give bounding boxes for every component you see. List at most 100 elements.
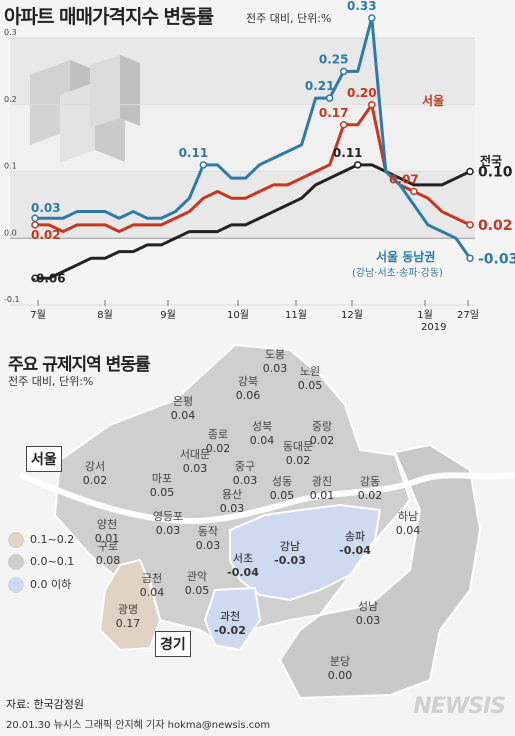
source-note: 자료: 한국감정원 — [6, 698, 85, 711]
district-name: 중랑 — [312, 420, 332, 433]
data-label: 0.21 — [305, 79, 335, 93]
map-legend: 0.1~0.2 0.0~0.1 0.0 이하 — [8, 532, 74, 593]
district-name: 구로 — [98, 540, 118, 553]
district-value: 0.05 — [150, 486, 175, 499]
district-value: 0.04 — [250, 434, 275, 447]
gwangmyeong-region — [98, 558, 162, 652]
district-name: 성북 — [252, 420, 272, 433]
data-point — [466, 254, 474, 263]
y-tick-label: -0.1 — [4, 295, 20, 304]
district-value: 0.03 — [196, 539, 221, 552]
x-tick-label: 7월 — [30, 309, 46, 321]
seoul-tag: 서울 — [26, 446, 62, 472]
district-value: -0.02 — [214, 624, 246, 637]
data-point — [339, 121, 348, 129]
data-label: 0.20 — [347, 86, 377, 100]
district-value: 0.02 — [83, 474, 108, 487]
x-tick-label: 27일 — [457, 309, 479, 321]
legend-label: 0.1~0.2 — [30, 533, 75, 546]
district-name: 분당 — [330, 655, 350, 668]
x-year-label: 2019 — [421, 322, 447, 333]
district-name: 성남 — [358, 600, 378, 613]
data-point — [368, 101, 376, 109]
district-name: 관악 — [187, 570, 207, 583]
district-value: 0.03 — [263, 362, 288, 375]
district-name: 양천 — [97, 517, 117, 531]
data-point — [325, 94, 334, 102]
district-name: 서대문 — [180, 448, 210, 461]
legend-swatch — [8, 554, 24, 570]
district-name: 종로 — [208, 428, 228, 441]
district-name: 서초 — [233, 552, 253, 565]
district-name: 동대문 — [283, 440, 313, 453]
district-name: 하남 — [398, 509, 418, 523]
data-label: 0.25 — [319, 52, 349, 66]
district-name: 금천 — [142, 571, 162, 585]
y-tick-label: 0.0 — [4, 228, 17, 237]
district-name: 영등포 — [153, 510, 183, 523]
data-point — [339, 67, 348, 76]
legend-item: 0.0 이하 — [8, 576, 74, 593]
series-label-seoul: 서울 — [422, 94, 445, 108]
data-label: -0.03 — [478, 251, 515, 267]
district-value: 0.17 — [116, 617, 141, 630]
seoul-map: 도봉0.03 노원0.05강북0.06은평0.04성북0.04중랑0.02종로0.… — [18, 343, 515, 700]
district-value: 0.04 — [171, 409, 196, 422]
district-value: 0.04 — [140, 586, 165, 599]
data-point — [466, 221, 474, 229]
district-name: 도봉 — [265, 348, 285, 361]
district-value: 0.03 — [156, 524, 181, 537]
legend-swatch — [8, 577, 24, 593]
x-tick-label: 9월 — [160, 309, 176, 321]
district-value: 0.03 — [220, 502, 245, 515]
data-label: 0.02 — [478, 218, 513, 234]
legend-label: 0.0 이하 — [30, 578, 72, 591]
district-value: 0.02 — [358, 489, 383, 502]
y-tick-label: 0.2 — [4, 95, 17, 104]
southeast-region — [229, 503, 382, 602]
district-value: 0.00 — [328, 669, 353, 682]
district-value: 0.03 — [233, 474, 258, 487]
district-name: 송파 — [345, 530, 365, 543]
data-label: 0.11 — [333, 146, 363, 160]
credit-line: 20.01.30 뉴시스 그래픽 안지혜 기자 hokma@newsis.com — [6, 720, 271, 731]
x-tick-label: 8월 — [97, 309, 113, 321]
district-name: 중구 — [235, 460, 255, 473]
district-value: 0.01 — [310, 489, 335, 502]
data-label: 0.10 — [478, 165, 513, 181]
series-line — [35, 16, 472, 260]
district-name: 은평 — [173, 395, 193, 408]
data-label: -0.06 — [31, 271, 66, 285]
district-value: 0.04 — [396, 524, 421, 537]
district-name: 강동 — [360, 475, 380, 488]
district-value: 0.05 — [270, 489, 295, 502]
x-tick-label: 11월 — [285, 309, 307, 321]
district-name: 강남 — [280, 540, 300, 553]
data-point — [410, 187, 418, 196]
watermark: NEWSIS — [413, 694, 506, 719]
data-point — [31, 214, 39, 222]
series-line — [35, 163, 471, 280]
legend-swatch — [8, 532, 24, 548]
district-name: 광명 — [118, 603, 138, 616]
district-value: 0.01 — [95, 532, 120, 545]
data-point — [466, 167, 474, 176]
data-label: 0.11 — [179, 146, 209, 160]
district-value: 0.02 — [286, 454, 311, 467]
data-point — [31, 274, 39, 283]
data-label-layer: -0.06 0.11 0.10 0.02 0.17 0.20 0.07 0.02 0.03 0.1… — [31, 0, 515, 285]
district-value: 0.06 — [236, 389, 261, 402]
data-label: 0.17 — [319, 106, 349, 120]
district-name: 마포 — [152, 472, 172, 485]
han-river — [18, 472, 515, 524]
gyeonggi-region — [278, 443, 482, 700]
district-name: 광진 — [312, 475, 332, 488]
y-axis: 0.3 0.2 0.1 0.0 -0.1 — [4, 28, 475, 306]
district-name: 강북 — [238, 375, 258, 388]
legend-item: 0.0~0.1 — [8, 554, 74, 570]
district-value: 0.08 — [96, 554, 121, 567]
data-point — [368, 14, 376, 22]
district-name: 강서 — [85, 460, 105, 473]
gwacheon-region — [203, 586, 262, 652]
map-title: 주요 규제지역 변동률 — [8, 355, 151, 375]
